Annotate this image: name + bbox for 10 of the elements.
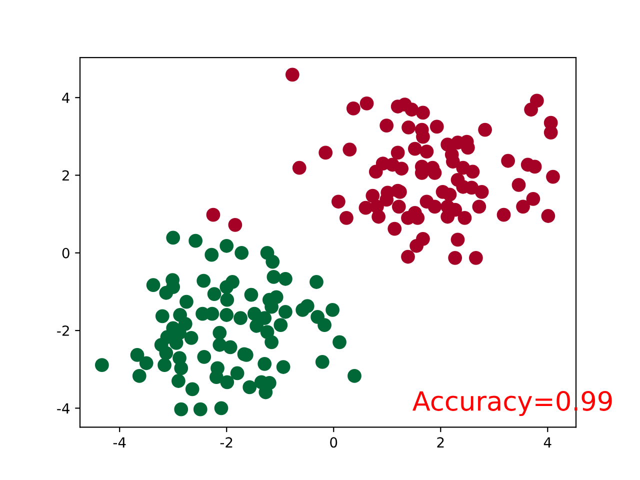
x-tick-label: 2 <box>437 437 444 448</box>
y-tick-label: 2 <box>62 170 69 181</box>
x-tick-label: 4 <box>544 437 552 448</box>
y-tick-label: 0 <box>62 248 70 258</box>
y-tick-label: -2 <box>57 326 69 336</box>
x-tick-label: -4 <box>113 437 126 448</box>
y-tick-label: 4 <box>62 92 70 103</box>
x-tick-label: -2 <box>220 437 232 448</box>
x-tick-label: 0 <box>330 437 338 448</box>
y-tick-label: -4 <box>57 403 70 414</box>
